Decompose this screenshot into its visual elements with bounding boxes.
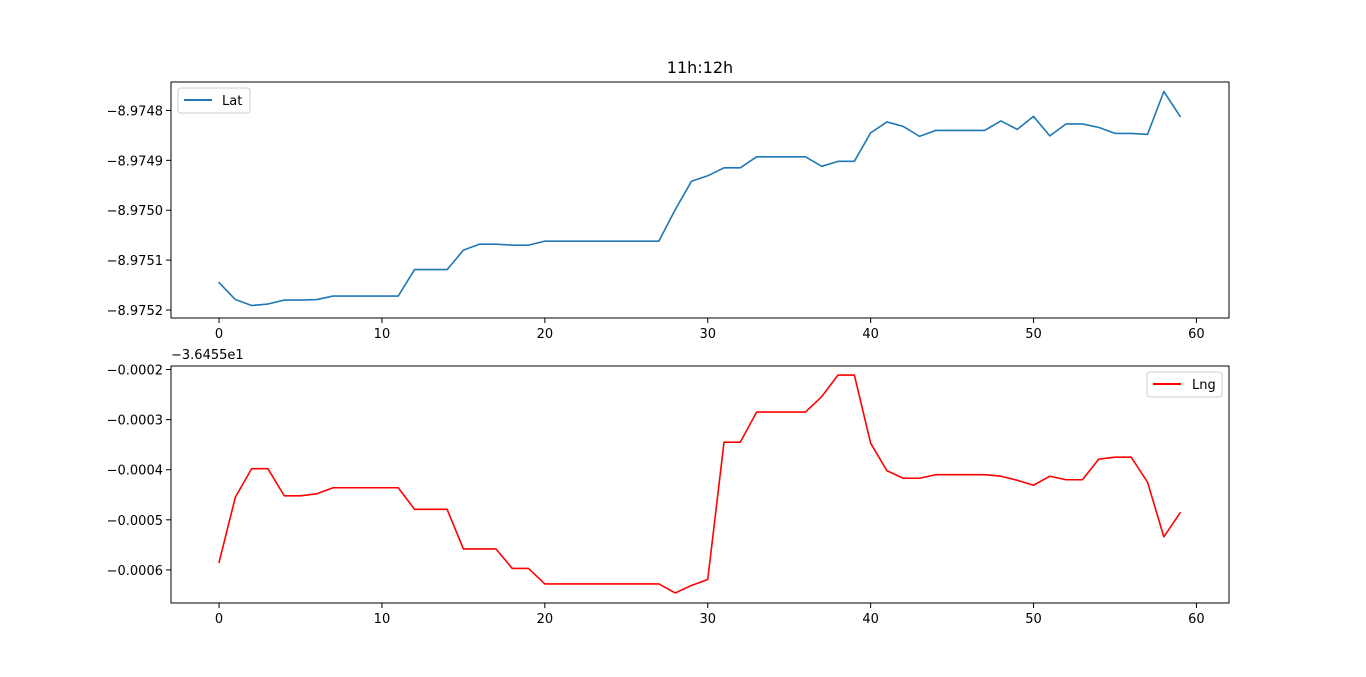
- x-tick-label: 60: [1188, 327, 1205, 342]
- plot-frame: [170, 81, 1230, 319]
- x-tick-label: 20: [537, 327, 554, 342]
- legend-label-lng: Lng: [1192, 378, 1216, 393]
- y-tick-label: −8.9751: [107, 254, 163, 269]
- lat-marks: 0 10 20 30 40 50 60 −8.9752 −8.9751 −8.9750 −8.974…: [107, 90, 1205, 342]
- y-tick-label: −0.0003: [107, 414, 163, 429]
- x-tick-label: 40: [862, 327, 879, 342]
- series-line-lng: [218, 374, 1181, 594]
- legend-label-lat: Lat: [222, 94, 242, 109]
- y-tick-label: −0.0002: [107, 364, 163, 379]
- x-tick-label: 50: [1025, 612, 1042, 627]
- y-tick-label: −8.9748: [107, 104, 163, 119]
- x-tick-label: 10: [374, 327, 391, 342]
- series-line-lat: [218, 90, 1181, 307]
- x-tick-label: 40: [862, 612, 879, 627]
- legend-box: [1146, 371, 1223, 398]
- x-tick-label: 0: [215, 612, 223, 627]
- lng-marks: 0 10 20 30 40 50 60 −0.0006 −0.0005 −0.0004 −0.000…: [107, 364, 1205, 627]
- y-tick-label: −0.0005: [107, 514, 163, 529]
- y-tick-label: −8.9749: [107, 154, 163, 169]
- chart-title: 11h:12h: [667, 58, 733, 77]
- x-tick-label: 10: [374, 612, 391, 627]
- lat-panel: 11h:12h 0 10 20 30 40 50 60 −8.9752 −8.9751 −8.97…: [107, 58, 1230, 342]
- x-tick-label: 30: [699, 327, 716, 342]
- y-tick-label: −8.9752: [107, 304, 163, 319]
- x-tick-label: 50: [1025, 327, 1042, 342]
- plot-frame: [170, 365, 1230, 604]
- legend: Lng: [1146, 371, 1223, 398]
- x-tick-label: 0: [215, 327, 223, 342]
- y-offset-label: −3.6455e1: [171, 348, 244, 363]
- x-tick-label: 20: [537, 612, 554, 627]
- legend: Lat: [177, 87, 251, 114]
- x-tick-label: 30: [699, 612, 716, 627]
- lng-panel: −3.6455e1 0 10 20 30 40 50 60 −0.0006 −0.0005 −0.…: [107, 348, 1230, 627]
- y-tick-label: −0.0004: [107, 464, 163, 479]
- x-tick-label: 60: [1188, 612, 1205, 627]
- y-tick-label: −0.0006: [107, 564, 163, 579]
- y-tick-label: −8.9750: [107, 204, 163, 219]
- legend-box: [177, 87, 251, 114]
